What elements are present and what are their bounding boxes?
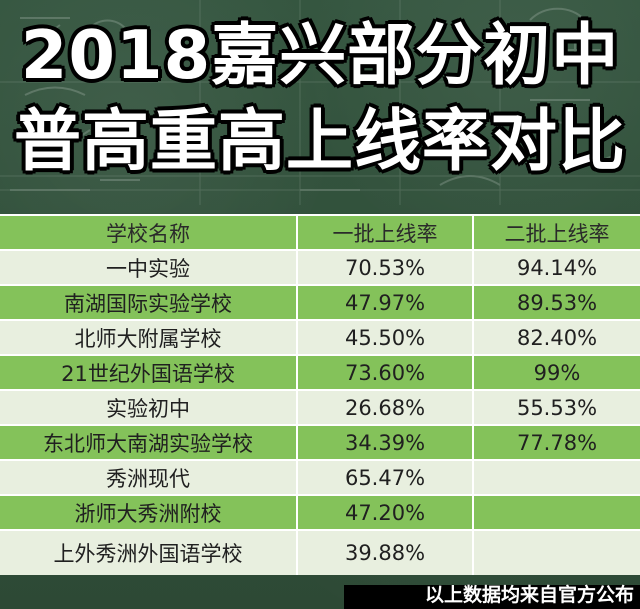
first-rate: 26.68%	[298, 391, 474, 424]
page-title-line-2: 普高重高上线率对比	[14, 102, 626, 180]
school-name: 一中实验	[0, 251, 298, 284]
school-name: 浙师大秀洲附校	[0, 496, 298, 529]
school-name: 南湖国际实验学校	[0, 286, 298, 319]
second-rate	[474, 531, 640, 575]
table-row: 浙师大秀洲附校 47.20%	[0, 496, 640, 531]
footer-band	[344, 585, 640, 609]
second-rate	[474, 461, 640, 494]
first-rate: 45.50%	[298, 321, 474, 354]
table-row: 东北师大南湖实验学校 34.39% 77.78%	[0, 426, 640, 461]
table-row: 北师大附属学校 45.50% 82.40%	[0, 321, 640, 356]
school-name: 21世纪外国语学校	[0, 356, 298, 389]
table-row: 南湖国际实验学校 47.97% 89.53%	[0, 286, 640, 321]
school-name: 秀洲现代	[0, 461, 298, 494]
first-rate: 65.47%	[298, 461, 474, 494]
table-header-row: 学校名称 一批上线率 二批上线率	[0, 216, 640, 251]
header-first-rate: 一批上线率	[298, 216, 474, 249]
second-rate: 99%	[533, 360, 581, 385]
second-rate: 89.53%	[516, 290, 598, 315]
footer-note: 以上数据均来自官方公布	[424, 584, 634, 606]
first-rate: 47.97%	[298, 286, 474, 319]
page-title-line-1: 2018嘉兴部分初中	[20, 16, 620, 94]
first-rate: 39.88%	[298, 531, 474, 575]
school-name: 北师大附属学校	[0, 321, 298, 354]
second-rate	[474, 496, 640, 529]
second-rate: 94.14%	[516, 255, 598, 280]
first-rate: 34.39%	[298, 426, 474, 459]
school-name: 实验初中	[0, 391, 298, 424]
rates-table: 学校名称 一批上线率 二批上线率 一中实验 70.53% 94.14% 南湖国际…	[0, 214, 640, 609]
first-rate: 70.53%	[298, 251, 474, 284]
first-rate: 73.60%	[298, 356, 474, 389]
table-row: 21世纪外国语学校 73.60% 99%	[0, 356, 640, 391]
school-name: 上外秀洲外国语学校	[0, 531, 298, 575]
school-name: 东北师大南湖实验学校	[0, 426, 298, 459]
header-school: 学校名称	[0, 216, 298, 249]
header-second-rate: 二批上线率	[504, 221, 610, 246]
table-row: 实验初中 26.68% 55.53%	[0, 391, 640, 426]
table-row: 秀洲现代 65.47%	[0, 461, 640, 496]
second-rate: 77.78%	[516, 430, 598, 455]
first-rate: 47.20%	[298, 496, 474, 529]
table-row: 一中实验 70.53% 94.14%	[0, 251, 640, 286]
second-rate: 55.53%	[516, 395, 598, 420]
title-area: 2018嘉兴部分初中 普高重高上线率对比	[0, 0, 640, 205]
second-rate: 82.40%	[516, 325, 598, 350]
table-row: 上外秀洲外国语学校 39.88%	[0, 531, 640, 575]
